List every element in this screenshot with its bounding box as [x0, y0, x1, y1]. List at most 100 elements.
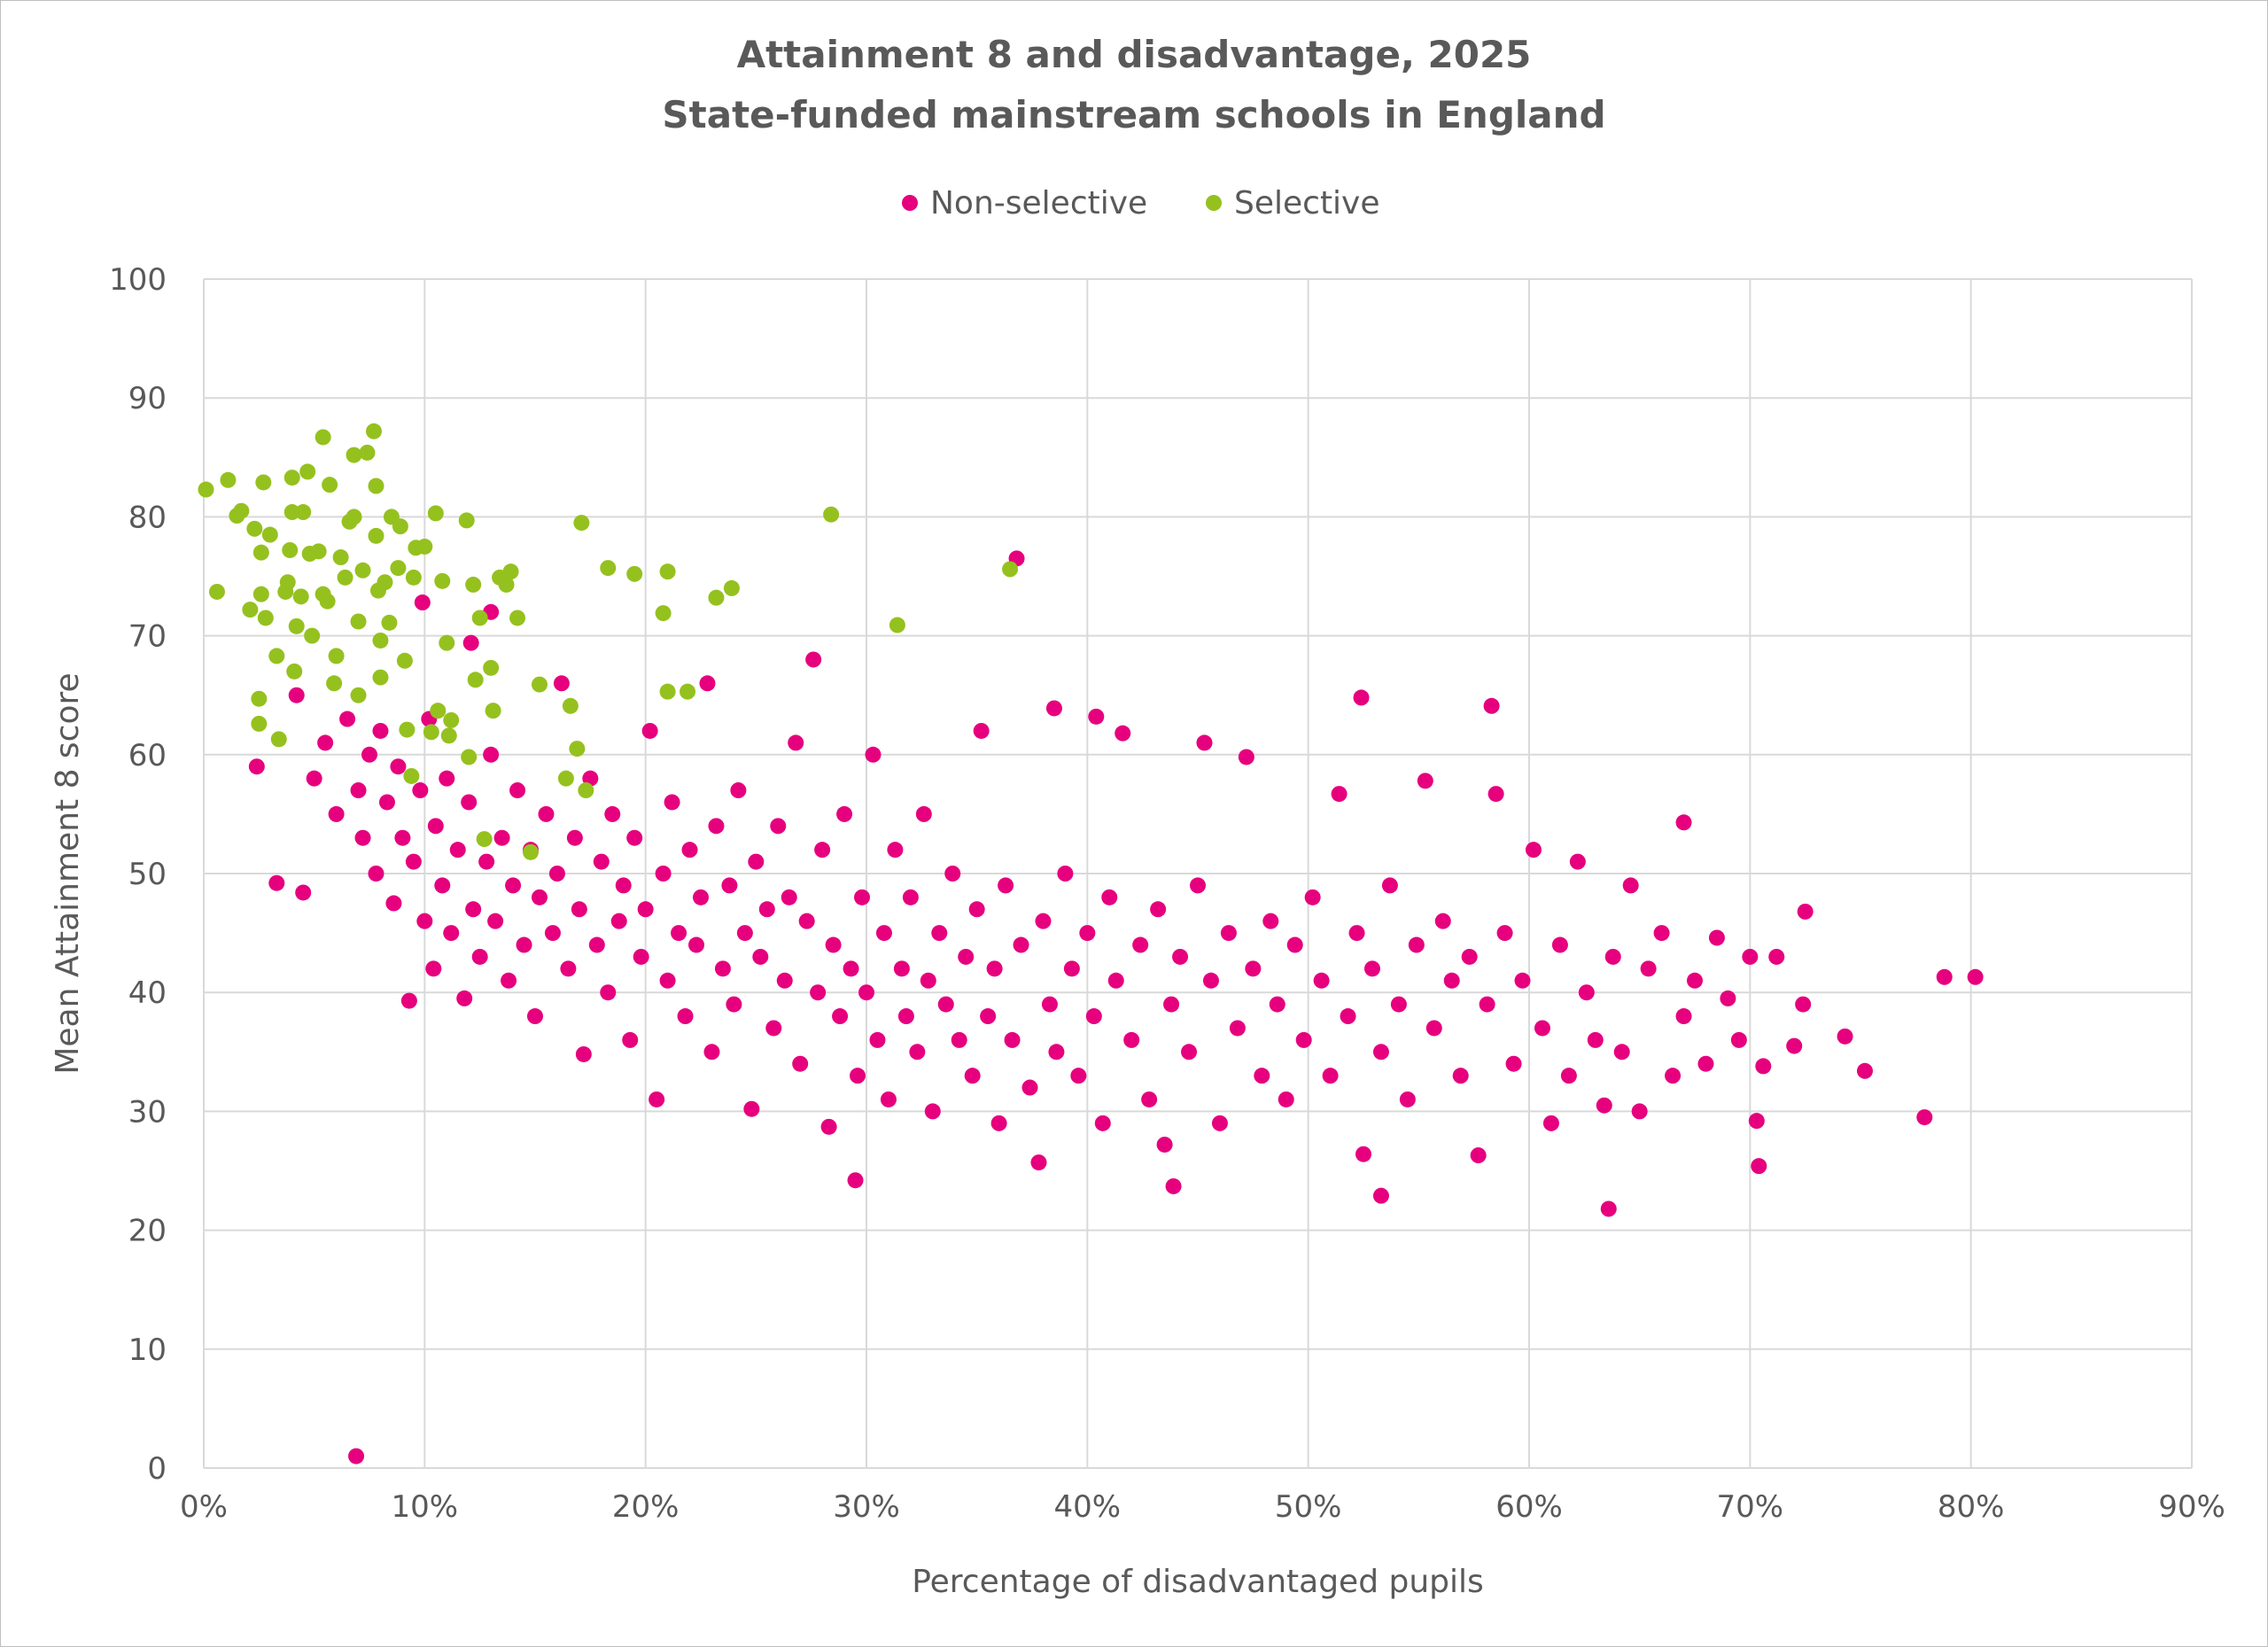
- data-point: [498, 576, 515, 593]
- data-point: [439, 770, 455, 787]
- data-point: [1063, 960, 1080, 977]
- data-point: [1417, 773, 1433, 789]
- data-point: [257, 610, 274, 626]
- legend-marker-non-selective: [902, 195, 918, 211]
- data-point: [805, 651, 822, 668]
- data-point: [1132, 936, 1149, 953]
- data-point: [394, 829, 411, 846]
- data-point: [655, 605, 672, 622]
- data-point: [693, 889, 709, 905]
- data-point: [637, 901, 654, 918]
- data-point: [1443, 972, 1460, 989]
- data-point: [1525, 842, 1542, 858]
- data-point: [1101, 889, 1118, 905]
- data-point: [465, 901, 482, 918]
- data-point: [1269, 996, 1285, 1013]
- data-point: [1514, 972, 1531, 989]
- data-point: [889, 617, 905, 633]
- data-point: [699, 675, 716, 692]
- data-point: [931, 925, 948, 942]
- y-tick-label: 20: [128, 1214, 167, 1249]
- data-point: [1560, 1068, 1577, 1084]
- data-point: [1220, 925, 1237, 942]
- series-selective: [198, 423, 1019, 860]
- data-point: [337, 569, 353, 586]
- data-point: [317, 734, 334, 751]
- data-point: [279, 574, 296, 591]
- data-point: [292, 588, 309, 605]
- x-tick-label: 50%: [1275, 1489, 1342, 1525]
- tick-labels: 0% 10% 20% 30% 40% 50% 60% 70% 80% 90% 0 10 20 30 40 50…: [109, 262, 2225, 1525]
- data-point: [288, 618, 305, 634]
- data-point: [920, 972, 936, 989]
- data-point: [487, 913, 504, 929]
- data-point: [252, 586, 269, 602]
- data-point: [1786, 1037, 1803, 1054]
- y-tick-label: 70: [128, 619, 167, 655]
- data-point: [869, 1031, 886, 1048]
- data-point: [1048, 1044, 1065, 1060]
- data-point: [268, 648, 285, 664]
- data-point: [858, 984, 874, 1001]
- data-point: [980, 1008, 997, 1025]
- data-point: [575, 1045, 592, 1062]
- data-point: [1021, 1079, 1038, 1096]
- data-point: [1057, 866, 1074, 882]
- data-point: [1163, 996, 1180, 1013]
- data-point: [319, 593, 336, 610]
- data-point: [1587, 1031, 1604, 1048]
- data-point: [346, 447, 362, 463]
- data-point: [1030, 1154, 1047, 1171]
- data-point: [1751, 1158, 1767, 1175]
- data-point: [814, 842, 831, 858]
- data-point: [1487, 786, 1504, 803]
- data-point: [252, 544, 269, 561]
- data-point: [509, 782, 526, 799]
- data-point: [875, 925, 892, 942]
- x-tick-label: 30%: [833, 1489, 900, 1525]
- data-point: [1004, 1031, 1021, 1048]
- series-non-selective: [248, 550, 1984, 1464]
- data-point: [1856, 1062, 1873, 1079]
- data-point: [1348, 925, 1365, 942]
- data-point: [339, 711, 356, 727]
- data-point: [462, 634, 479, 651]
- data-point: [752, 948, 769, 965]
- data-point: [365, 423, 382, 439]
- data-point: [299, 463, 316, 480]
- data-point: [1720, 990, 1736, 1006]
- data-point: [478, 853, 495, 870]
- data-point: [664, 794, 680, 811]
- data-point: [430, 703, 447, 719]
- data-point: [350, 782, 367, 799]
- x-tick-label: 40%: [1054, 1489, 1122, 1525]
- data-point: [788, 734, 804, 751]
- data-point: [951, 1031, 967, 1048]
- data-point: [1505, 1055, 1522, 1072]
- data-point: [560, 960, 577, 977]
- data-point: [350, 613, 367, 630]
- x-tick-label: 60%: [1495, 1489, 1563, 1525]
- data-point: [562, 697, 579, 714]
- data-point: [268, 874, 285, 891]
- data-point: [1304, 889, 1321, 905]
- data-point: [893, 960, 910, 977]
- data-point: [381, 614, 398, 631]
- data-point: [593, 853, 610, 870]
- data-point: [659, 563, 676, 580]
- data-point: [726, 996, 742, 1013]
- data-point: [902, 889, 919, 905]
- data-point: [655, 866, 672, 882]
- data-point: [251, 715, 268, 732]
- data-point: [600, 560, 617, 577]
- data-point: [1967, 968, 1984, 985]
- data-point: [1013, 936, 1029, 953]
- x-tick-label: 70%: [1717, 1489, 1784, 1525]
- data-point: [255, 474, 272, 491]
- x-tick-label: 20%: [612, 1489, 680, 1525]
- data-point: [295, 884, 312, 901]
- data-point: [501, 972, 517, 989]
- data-point: [485, 703, 501, 719]
- y-tick-label: 30: [128, 1094, 167, 1130]
- data-point: [1631, 1103, 1648, 1120]
